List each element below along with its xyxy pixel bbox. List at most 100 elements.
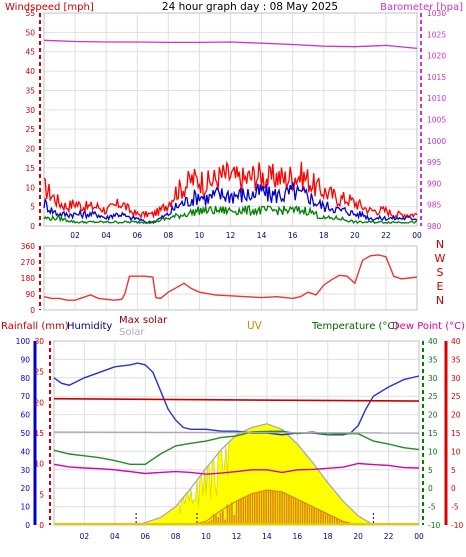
humidity-tick-label: 20 bbox=[20, 484, 30, 493]
windspeed-tick-label: 50 bbox=[25, 28, 35, 37]
temperature-tick-label: 30 bbox=[428, 374, 438, 383]
time-tick-label: 20 bbox=[350, 231, 360, 240]
temperature-tick-label: -10 bbox=[428, 521, 440, 530]
dewpoint-tick-label: 40 bbox=[451, 337, 461, 346]
dewpoint-tick-label: -10 bbox=[451, 521, 463, 530]
barometer-tick-label: 1015 bbox=[427, 73, 446, 82]
time-tick-label: 14 bbox=[257, 231, 267, 240]
dewpoint-tick-label: 35 bbox=[451, 355, 461, 364]
humidity-tick-label: 90 bbox=[20, 355, 30, 364]
humidity-axis-title: Humidity bbox=[67, 321, 112, 332]
rain-tick-label: 5 bbox=[39, 490, 44, 499]
barometer-tick-label: 990 bbox=[427, 179, 442, 188]
bottom-series-humidity bbox=[53, 362, 420, 436]
time-tick-label: 04 bbox=[110, 532, 120, 541]
wind-plot-frame bbox=[43, 12, 418, 227]
dewpoint-tick-label: 10 bbox=[451, 447, 461, 456]
temperature-tick-label: 15 bbox=[428, 429, 438, 438]
time-tick-label: 10 bbox=[201, 532, 211, 541]
time-tick-label: 04 bbox=[101, 231, 111, 240]
temperature-tick-label: 5 bbox=[428, 466, 433, 475]
time-tick-label: 12 bbox=[226, 231, 236, 240]
time-tick-label: 18 bbox=[323, 532, 333, 541]
time-tick-label: 08 bbox=[164, 231, 174, 240]
temperature-tick-label: 25 bbox=[428, 392, 438, 401]
humidity-tick-label: 10 bbox=[20, 503, 30, 512]
barometer-tick-label: 980 bbox=[427, 222, 442, 231]
uv-outline bbox=[190, 489, 359, 526]
humidity-tick-label: 50 bbox=[20, 429, 30, 438]
compass-label: N bbox=[436, 294, 444, 307]
direction-plot-frame bbox=[43, 245, 418, 311]
dewpoint-tick-label: 5 bbox=[451, 466, 456, 475]
windspeed-tick-label: 25 bbox=[25, 125, 35, 134]
rain-tick-label: 30 bbox=[34, 337, 44, 346]
barometer-tick-label: 1000 bbox=[427, 137, 446, 146]
windspeed-tick-label: 5 bbox=[30, 203, 35, 212]
time-tick-label: 20 bbox=[353, 532, 363, 541]
windspeed-tick-label: 30 bbox=[25, 106, 35, 115]
temperature-axis-title: Temperature (°C) bbox=[311, 321, 398, 332]
page-title: 24 hour graph day : 08 May 2025 bbox=[162, 1, 338, 13]
temperature-tick-label: 10 bbox=[428, 447, 438, 456]
bottom-series-dewpoint bbox=[53, 462, 420, 475]
rain-tick-label: 25 bbox=[34, 368, 44, 377]
direction-series-line bbox=[43, 254, 418, 301]
rain-tick-label: 15 bbox=[34, 429, 44, 438]
dewpoint-axis-title: Dew Point (°C) bbox=[392, 321, 465, 332]
windspeed-tick-label: 20 bbox=[25, 145, 35, 154]
wind-grid bbox=[44, 12, 417, 227]
time-tick-label: 22 bbox=[381, 231, 391, 240]
direction-tick-label: 270 bbox=[21, 258, 36, 267]
dewpoint-tick-label: 25 bbox=[451, 392, 461, 401]
humidity-tick-label: 40 bbox=[20, 447, 30, 456]
time-tick-label: 22 bbox=[384, 532, 394, 541]
windspeed-tick-label: 35 bbox=[25, 86, 35, 95]
time-tick-label: 08 bbox=[171, 532, 181, 541]
windspeed-tick-label: 40 bbox=[25, 67, 35, 76]
dewpoint-tick-label: -5 bbox=[451, 503, 459, 512]
rainfall-axis-title: Rainfall (mm) bbox=[1, 321, 69, 332]
time-tick-label: 14 bbox=[262, 532, 272, 541]
barometer-tick-label: 1020 bbox=[427, 52, 446, 61]
time-tick-label: 02 bbox=[70, 231, 80, 240]
temperature-tick-label: -5 bbox=[428, 503, 436, 512]
bottom-series-maxsolar bbox=[53, 431, 420, 434]
windspeed-tick-label: 15 bbox=[25, 164, 35, 173]
dewpoint-tick-label: 20 bbox=[451, 411, 461, 420]
barometer-tick-label: 1030 bbox=[427, 9, 446, 18]
barometer-tick-label: 1010 bbox=[427, 94, 446, 103]
wind-series-gust bbox=[43, 160, 418, 220]
time-tick-label: 12 bbox=[232, 532, 242, 541]
bottom-series-rain bbox=[53, 397, 420, 402]
rain-tick-label: 0 bbox=[39, 521, 44, 530]
direction-grid bbox=[44, 245, 417, 311]
wind-series-avg bbox=[43, 182, 418, 224]
direction-tick-label: 0 bbox=[30, 306, 35, 315]
humidity-tick-label: 100 bbox=[16, 337, 31, 346]
temperature-tick-label: 40 bbox=[428, 337, 438, 346]
humidity-tick-label: 60 bbox=[20, 411, 30, 420]
time-tick-label: 06 bbox=[132, 231, 142, 240]
windspeed-tick-label: 45 bbox=[25, 48, 35, 57]
wind-series-low bbox=[43, 205, 417, 225]
time-tick-label: 00 bbox=[414, 532, 424, 541]
time-tick-label: 16 bbox=[293, 532, 303, 541]
windspeed-tick-label: 55 bbox=[25, 9, 35, 18]
compass-label: S bbox=[437, 266, 444, 279]
humidity-tick-label: 0 bbox=[25, 521, 30, 530]
direction-tick-label: 90 bbox=[25, 290, 35, 299]
direction-tick-label: 360 bbox=[21, 242, 36, 251]
maxsolar-label: Max solar bbox=[119, 315, 168, 326]
rain-tick-label: 20 bbox=[34, 398, 44, 407]
temperature-tick-label: 0 bbox=[428, 484, 433, 493]
uv-label: UV bbox=[247, 320, 263, 332]
compass-label: E bbox=[437, 280, 444, 293]
rain-tick-label: 10 bbox=[34, 460, 44, 469]
humidity-tick-label: 30 bbox=[20, 466, 30, 475]
wind-series-barometer bbox=[43, 39, 418, 50]
barometer-axis-title: Barometer [hpa] bbox=[380, 2, 463, 13]
time-tick-label: 18 bbox=[319, 231, 329, 240]
dewpoint-tick-label: 0 bbox=[451, 484, 456, 493]
